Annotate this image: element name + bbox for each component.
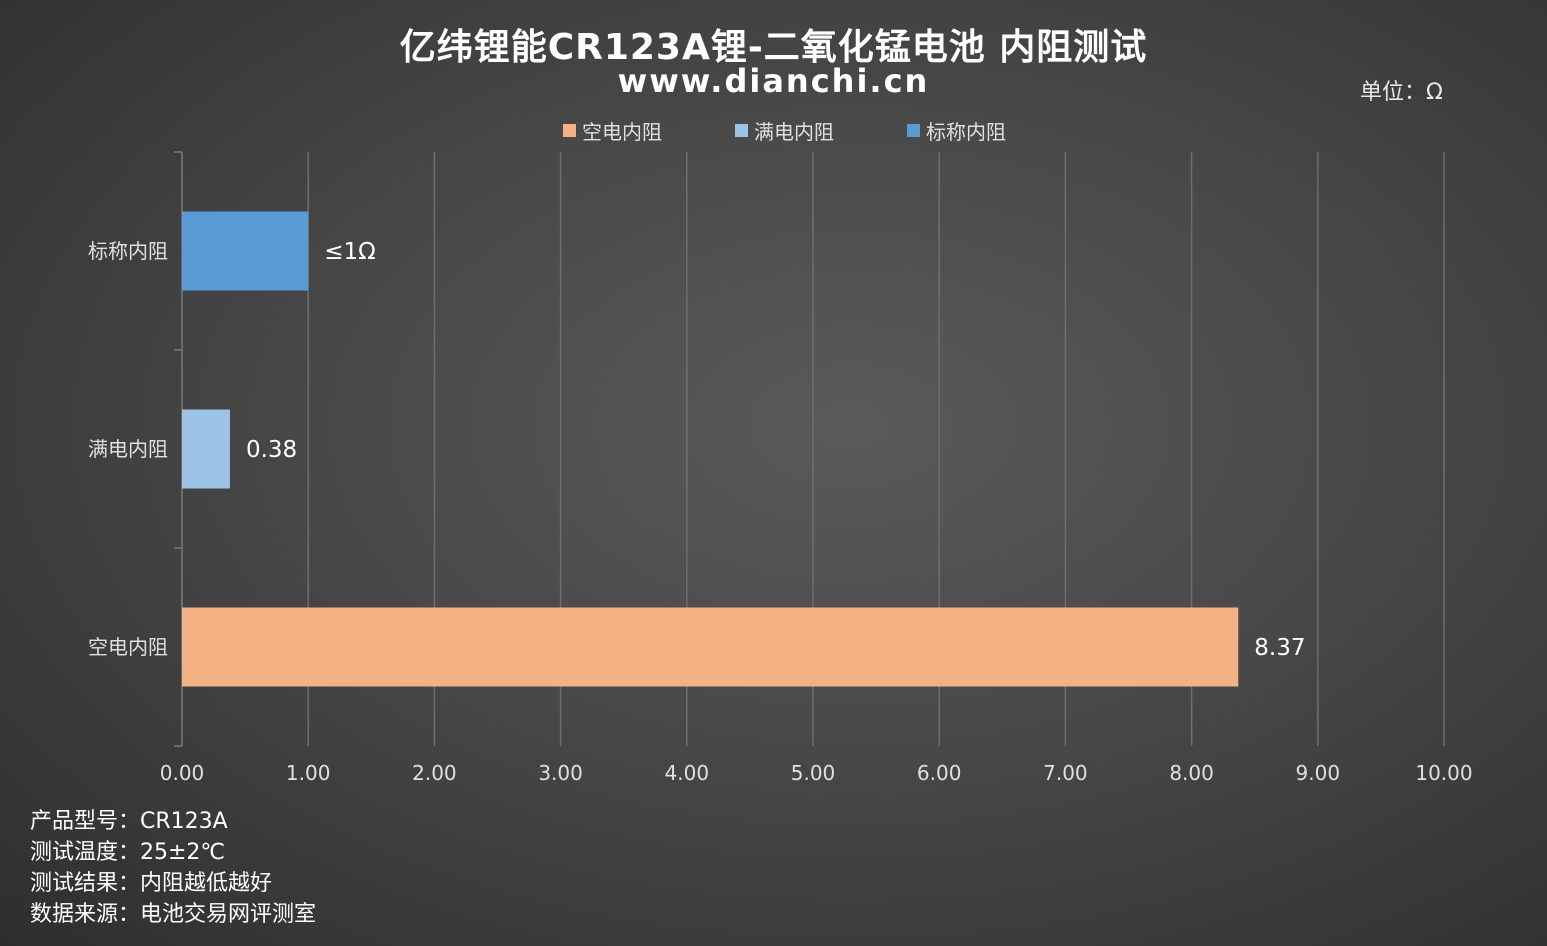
x-tick-label-10: 10.00 xyxy=(1415,761,1472,785)
bars xyxy=(182,211,1239,687)
x-tick-label-1: 1.00 xyxy=(286,761,331,785)
bar-1 xyxy=(182,409,230,489)
x-tick-label-2: 2.00 xyxy=(412,761,457,785)
category-label-1: 满电内阻 xyxy=(88,437,168,461)
data-label-2: ≤1Ω xyxy=(324,239,375,265)
category-label-2: 标称内阻 xyxy=(88,239,168,263)
x-tick-label-9: 9.00 xyxy=(1296,761,1341,785)
x-tick-label-8: 8.00 xyxy=(1169,761,1214,785)
x-tick-label-3: 3.00 xyxy=(538,761,583,785)
x-tick-label-7: 7.00 xyxy=(1043,761,1088,785)
legend-item-empty: 空电内阻 xyxy=(563,116,662,145)
legend-item-full: 满电内阻 xyxy=(735,116,834,145)
note-model: 产品型号：CR123A xyxy=(30,809,228,834)
x-axis-tick-labels: 0.00 1.00 2.00 3.00 4.00 5.00 6.00 7.00 8.00 9.00… xyxy=(160,761,1473,785)
category-labels: 空电内阻 满电内阻 标称内阻 xyxy=(88,239,168,659)
x-tick-label-0: 0.00 xyxy=(160,761,205,785)
data-label-0: 8.37 xyxy=(1254,635,1305,661)
data-label-1: 0.38 xyxy=(246,437,297,463)
note-result: 测试结果：内阻越低越好 xyxy=(30,871,273,896)
legend-swatch-nominal xyxy=(907,124,920,137)
x-tick-label-5: 5.00 xyxy=(791,761,836,785)
bar-2 xyxy=(182,211,309,291)
x-tick-label-6: 6.00 xyxy=(917,761,962,785)
chart-legend: 空电内阻 满电内阻 标称内阻 xyxy=(0,116,1547,145)
legend-swatch-full xyxy=(735,124,748,137)
legend-label-full: 满电内阻 xyxy=(754,120,834,144)
note-source: 数据来源：电池交易网评测室 xyxy=(30,902,317,927)
chart-title: 亿纬锂能CR123A锂-二氧化锰电池 内阻测试 xyxy=(399,27,1148,68)
data-labels: 8.37 0.38 ≤1Ω xyxy=(246,239,1306,661)
unit-label: 单位：Ω xyxy=(1360,80,1443,105)
bar-0 xyxy=(182,607,1239,687)
note-temperature: 测试温度：25±2℃ xyxy=(30,840,226,865)
x-tick-label-4: 4.00 xyxy=(665,761,710,785)
y-axis xyxy=(174,151,183,747)
notes-block: 产品型号：CR123A 测试温度：25±2℃ 测试结果：内阻越低越好 数据来源：… xyxy=(30,806,316,930)
legend-item-nominal: 标称内阻 xyxy=(907,116,1006,145)
chart-subtitle: www.dianchi.cn xyxy=(617,62,930,100)
category-label-0: 空电内阻 xyxy=(88,635,168,659)
legend-label-nominal: 标称内阻 xyxy=(926,120,1006,144)
legend-label-empty: 空电内阻 xyxy=(582,120,662,144)
legend-swatch-empty xyxy=(563,124,576,137)
